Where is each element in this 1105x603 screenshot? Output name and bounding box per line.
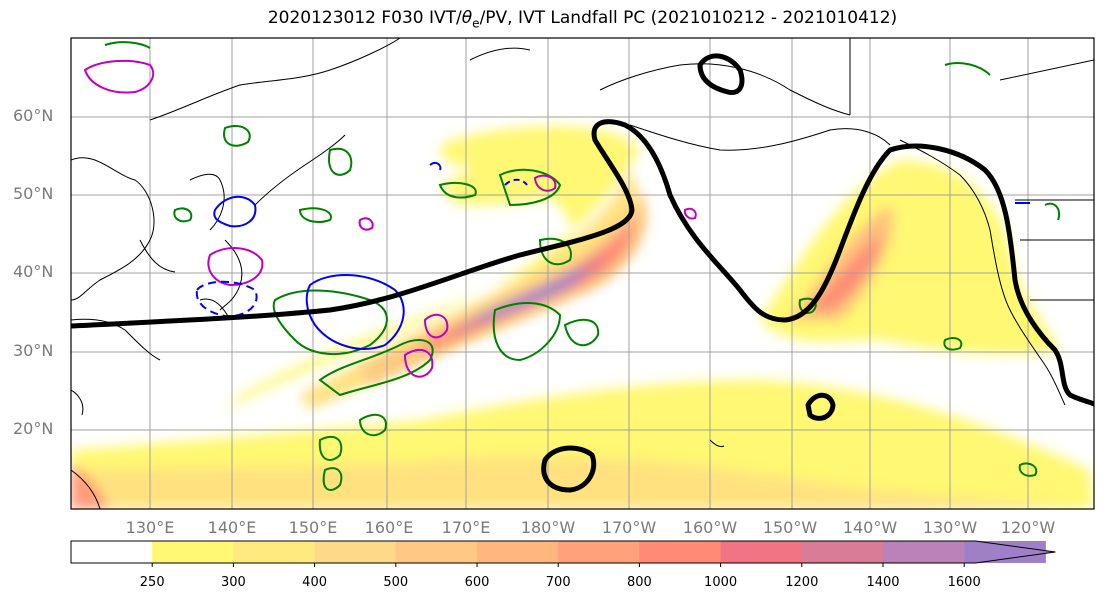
- colorbar-tick-label: 1200: [785, 575, 819, 590]
- lat-label-60n: 60°N: [13, 106, 54, 125]
- colorbar-tick-label: 500: [383, 575, 409, 590]
- colorbar-swatch: [71, 541, 153, 563]
- colorbar-swatch: [801, 541, 884, 563]
- ivt-east-plume-500: [790, 205, 893, 320]
- lon-label-180w: 180°W: [520, 518, 576, 537]
- colorbar-swatch: [883, 541, 965, 563]
- colorbar-tick-label: 250: [139, 575, 165, 590]
- colorbar-swatch: [395, 541, 478, 563]
- gridlines: [71, 38, 1094, 509]
- lon-label-140w: 140°W: [842, 518, 898, 537]
- lat-label-20n: 20°N: [13, 419, 54, 438]
- colorbar-swatch: [152, 541, 234, 563]
- lon-label-140e: 140°E: [207, 518, 257, 537]
- colorbar-tick-label: 1600: [947, 575, 981, 590]
- colorbar: [70, 540, 1056, 567]
- ivt-core-800: [420, 215, 634, 352]
- lon-label-160w: 160°W: [682, 518, 738, 537]
- coastlines: [71, 38, 1094, 509]
- colorbar-tick-label: 300: [220, 575, 246, 590]
- theta-e-contours: [104, 41, 1061, 491]
- lat-label-30n: 30°N: [13, 341, 54, 360]
- colorbar-extend-arrow: [975, 541, 1056, 563]
- pv-contours: [83, 59, 697, 378]
- lon-label-150e: 150°E: [288, 518, 338, 537]
- lon-label-120w: 120°W: [1000, 518, 1056, 537]
- lat-label-40n: 40°N: [13, 262, 54, 281]
- colorbar-tick-label: 700: [545, 575, 571, 590]
- lon-label-130e: 130°E: [125, 518, 175, 537]
- colorbar-swatch: [639, 541, 722, 563]
- lat-label-50n: 50°N: [13, 184, 54, 203]
- colorbar-tick-label: 1400: [866, 575, 900, 590]
- colorbar-tick-label: 800: [626, 575, 652, 590]
- colorbar-swatch: [477, 541, 559, 563]
- chart-title: 2020123012 F030 IVT/θe/PV, IVT Landfall …: [267, 8, 898, 31]
- colorbar-tick-label: 600: [464, 575, 490, 590]
- colorbar-outline: [70, 540, 1056, 564]
- lon-label-170w: 170°W: [601, 518, 657, 537]
- lon-label-130w: 130°W: [922, 518, 978, 537]
- lon-label-150w: 150°W: [762, 518, 818, 537]
- colorbar-tick-label: 400: [302, 575, 328, 590]
- ivt-southwest-high: [71, 465, 110, 509]
- ivt-band-250-north: [440, 156, 600, 205]
- map-border: [70, 37, 1095, 510]
- colorbar-swatch: [314, 541, 397, 563]
- lon-label-160e: 160°E: [364, 518, 414, 537]
- landfall-pc-contours: [71, 53, 1094, 493]
- blue-contours: [195, 161, 1030, 350]
- colorbar-swatch: [233, 541, 316, 563]
- lon-label-170e: 170°E: [441, 518, 491, 537]
- ivt-band-250: [225, 126, 640, 411]
- colorbar-tick-label: 1000: [704, 575, 738, 590]
- colorbar-swatch: [720, 541, 803, 563]
- colorbar-swatch: [558, 541, 640, 563]
